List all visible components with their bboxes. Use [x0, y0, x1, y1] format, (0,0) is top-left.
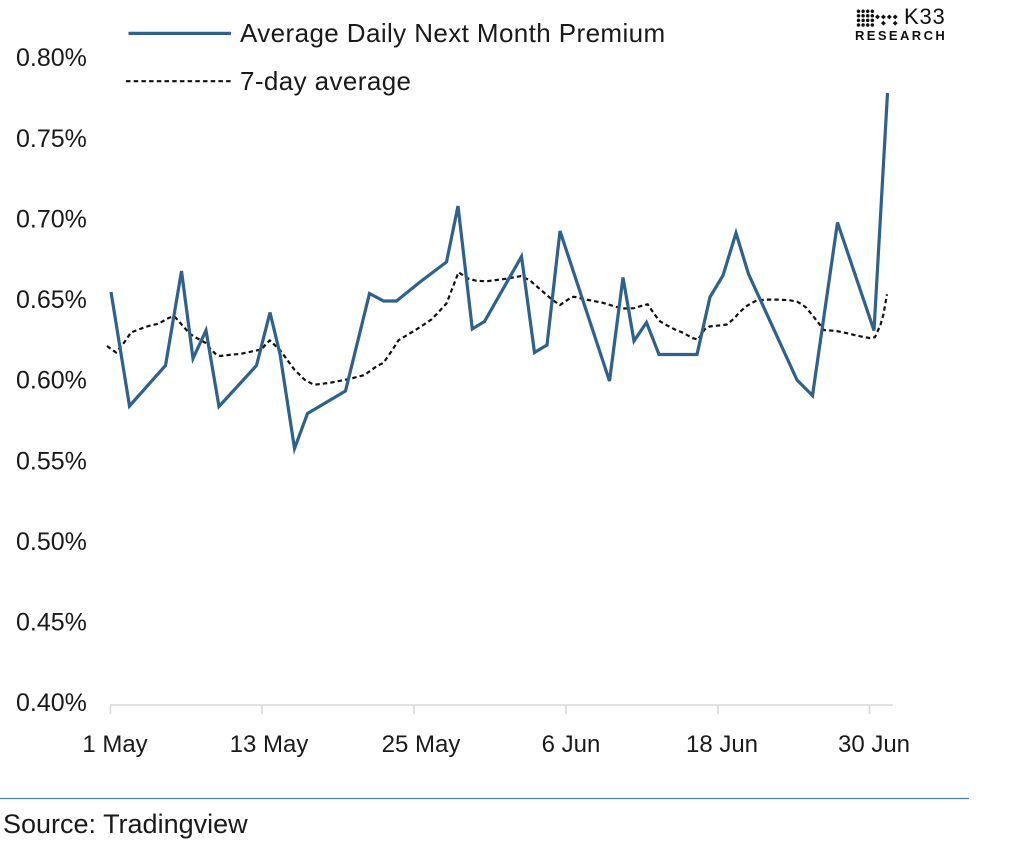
svg-text:0.45%: 0.45% [16, 609, 87, 637]
svg-text:18 Jun: 18 Jun [686, 731, 758, 758]
svg-text:1 May: 1 May [82, 731, 147, 758]
svg-text:7-day average: 7-day average [240, 66, 411, 96]
svg-text:Average Daily Next Month Premi: Average Daily Next Month Premium [240, 18, 666, 48]
svg-text:0.65%: 0.65% [16, 286, 87, 314]
svg-text:0.40%: 0.40% [16, 689, 87, 717]
svg-text:0.75%: 0.75% [16, 125, 87, 153]
svg-text:0.60%: 0.60% [16, 367, 87, 395]
svg-text:Source: Tradingview: Source: Tradingview [3, 809, 248, 839]
svg-text:RESEARCH: RESEARCH [855, 28, 947, 43]
svg-text:K33: K33 [904, 4, 946, 29]
svg-text:25 May: 25 May [382, 731, 461, 758]
svg-text:30 Jun: 30 Jun [838, 731, 910, 758]
svg-text:0.55%: 0.55% [16, 447, 87, 475]
svg-text:0.50%: 0.50% [16, 528, 87, 556]
svg-text:13 May: 13 May [230, 731, 309, 758]
svg-text:0.80%: 0.80% [16, 44, 87, 72]
svg-text:0.70%: 0.70% [16, 205, 87, 233]
svg-text:6 Jun: 6 Jun [542, 731, 601, 758]
